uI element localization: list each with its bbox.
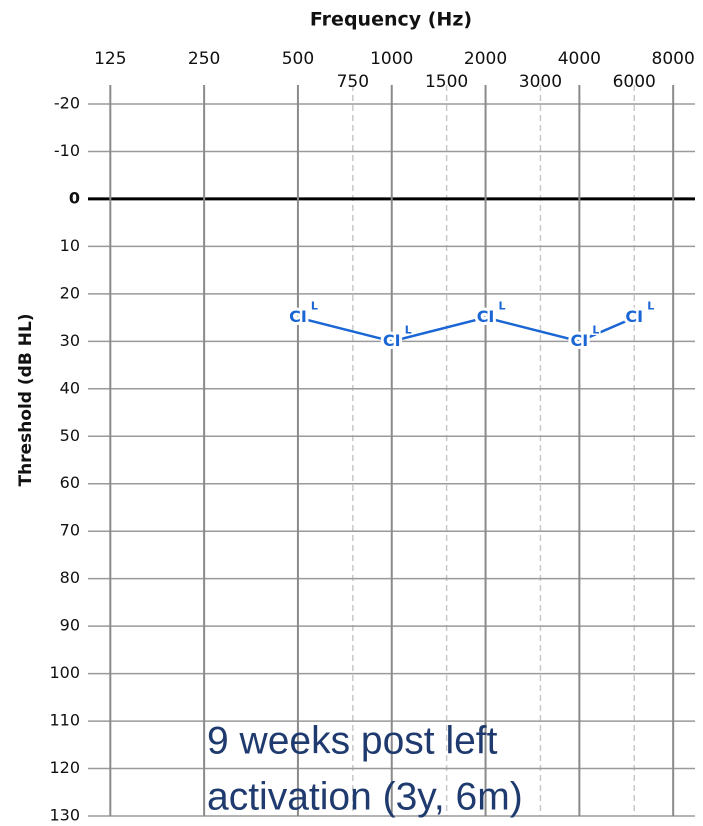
data-point-marker: CI <box>383 331 401 350</box>
x-tick-label: 2000 <box>464 49 507 69</box>
data-point-marker: CI <box>625 307 643 326</box>
chart-title: Frequency (Hz) <box>310 9 472 31</box>
y-tick-label: -10 <box>54 141 80 160</box>
ear-label: L <box>499 300 506 313</box>
data-point-marker: CI <box>477 307 495 326</box>
y-tick-label: 80 <box>60 568 80 587</box>
y-tick-label: 50 <box>60 426 80 445</box>
y-tick-label: 100 <box>49 663 80 682</box>
x-tick-label: 500 <box>282 49 314 69</box>
x-minor-tick-label: 1500 <box>425 72 468 92</box>
x-minor-tick-label: 3000 <box>519 72 562 92</box>
y-tick-label: 120 <box>49 758 80 777</box>
ear-label: L <box>405 323 412 336</box>
y-tick-label: 40 <box>60 378 80 397</box>
data-point-marker: CI <box>571 331 589 350</box>
ear-label: L <box>311 300 318 313</box>
y-tick-label: 110 <box>49 711 80 730</box>
y-tick-label: 30 <box>60 331 80 350</box>
ear-label: L <box>592 323 599 336</box>
x-minor-tick-label: 750 <box>337 72 369 92</box>
y-tick-label: 130 <box>49 806 80 825</box>
x-tick-label: 1000 <box>370 49 413 69</box>
y-tick-label: 70 <box>60 521 80 540</box>
y-tick-label: 90 <box>60 616 80 635</box>
x-tick-label: 4000 <box>558 49 601 69</box>
y-tick-label: -20 <box>54 93 80 112</box>
y-tick-label: 60 <box>60 473 80 492</box>
y-tick-label: 20 <box>60 283 80 302</box>
x-tick-label: 250 <box>188 49 220 69</box>
x-tick-label: 8000 <box>652 49 695 69</box>
y-tick-label: 10 <box>60 236 80 255</box>
y-tick-label: 0 <box>69 188 80 207</box>
data-point-marker: CI <box>289 307 307 326</box>
annotation: 9 weeks post left <box>207 719 498 762</box>
annotation: activation (3y, 6m) <box>207 775 523 818</box>
y-axis-label: Threshold (dB HL) <box>16 313 36 486</box>
ear-label: L <box>647 300 654 313</box>
series-line <box>297 316 635 343</box>
x-minor-tick-label: 6000 <box>613 72 656 92</box>
x-tick-label: 125 <box>94 49 126 69</box>
